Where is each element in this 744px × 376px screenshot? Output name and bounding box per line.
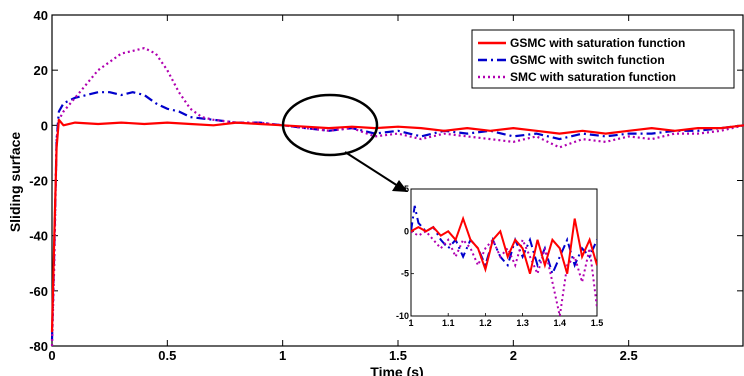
y-tick-label: 40: [34, 8, 48, 23]
x-tick-label: 0.5: [158, 348, 176, 363]
inset-plot-area: 1 1.1 1.2 1.3 1.4 1.5 5 0 -5 -10: [396, 184, 603, 328]
inset-series-line-1: [411, 215, 597, 274]
x-axis-label: Time (s): [370, 364, 423, 376]
inset-series-line-3: [411, 230, 597, 316]
series-line-1: [50, 118, 744, 333]
x-tick-label: 0: [48, 348, 55, 363]
legend-entry-label: GSMC with switch function: [510, 53, 665, 67]
y-axis-label: Sliding surface: [7, 132, 23, 233]
inset-y-tick-label: -5: [401, 269, 409, 279]
zoom-arrow-shaft: [344, 151, 399, 187]
y-tick-label: 0: [41, 118, 48, 133]
y-tick-label: 20: [34, 63, 48, 78]
inset-x-tick-label: 1.1: [442, 318, 455, 328]
zoom-ellipse: [281, 93, 379, 157]
legend: GSMC with saturation function GSMC with s…: [471, 29, 735, 89]
zoom-arrow-head: [392, 180, 408, 192]
inset-x-tick-label: 1.2: [479, 318, 492, 328]
legend-entry-label: GSMC with saturation function: [510, 36, 685, 50]
x-tick-label: 1.5: [389, 348, 407, 363]
x-tick-label: 1: [279, 348, 286, 363]
zoom-annotation: [281, 93, 408, 192]
legend-box: [471, 29, 735, 89]
y-tick-label: -80: [29, 339, 48, 354]
x-tick-label: 2: [510, 348, 517, 363]
legend-entry-label: SMC with saturation function: [510, 70, 676, 84]
inset-x-tick-label: 1: [408, 318, 413, 328]
inset-y-tick-label: -10: [396, 311, 409, 321]
inset-x-tick-label: 1.5: [591, 318, 604, 328]
inset-y-tick-label: 0: [404, 226, 409, 236]
y-tick-label: -20: [29, 174, 48, 189]
y-tick-label: -60: [29, 284, 48, 299]
y-tick-label: -40: [29, 229, 48, 244]
inset-x-tick-label: 1.3: [516, 318, 529, 328]
inset-x-tick-label: 1.4: [554, 318, 567, 328]
x-tick-label: 2.5: [620, 348, 638, 363]
inset-y-tick-label: 5: [404, 184, 409, 194]
